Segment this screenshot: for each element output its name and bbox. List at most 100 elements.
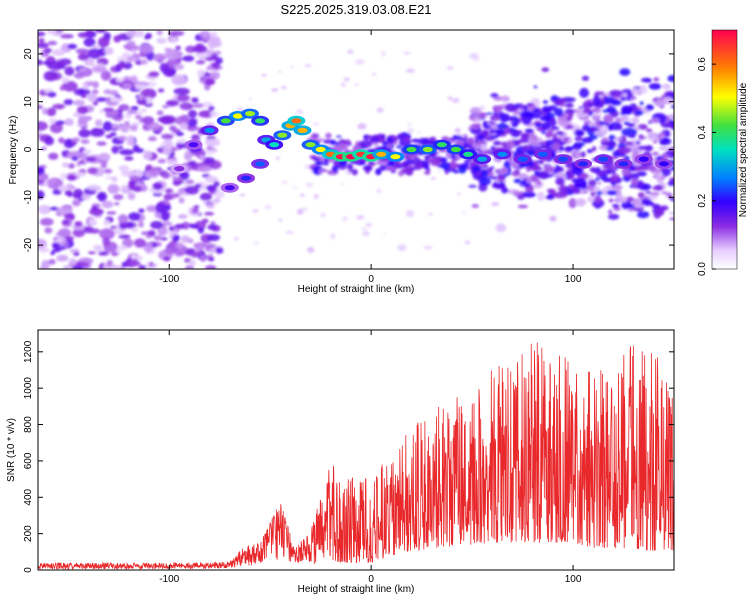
spectrogram-blob	[609, 89, 623, 97]
spectrogram-blob	[376, 107, 384, 113]
spectrogram-blob	[74, 221, 83, 227]
spectrogram-blob	[129, 124, 138, 132]
spectrogram-blob	[110, 225, 117, 229]
spectrogram-blob	[161, 210, 170, 222]
spectrogram-blob	[645, 191, 651, 194]
spectrogram-x-label: Height of straight line (km)	[298, 284, 415, 295]
spectrogram-blob	[540, 144, 549, 150]
spectrogram-blob	[667, 75, 674, 82]
spectrogram-blob	[665, 118, 670, 124]
spectrogram-blob	[616, 125, 623, 131]
spectrogram-blob	[135, 114, 142, 120]
spectrogram-blob	[111, 124, 121, 129]
spectrogram-blob	[543, 166, 555, 172]
spectrogram-blob	[669, 217, 674, 220]
spectrogram-blob	[83, 149, 92, 155]
spectrogram-blob	[579, 151, 586, 158]
spectrogram-blob	[451, 97, 460, 104]
spectrogram-blob	[39, 217, 54, 226]
spectrogram-blob	[450, 153, 456, 159]
spectrogram-blob	[524, 128, 534, 134]
spectrogram-blob	[113, 194, 124, 200]
spectrogram-blob	[518, 173, 529, 180]
spectrogram-blob	[158, 88, 165, 93]
spectrogram-blob	[575, 130, 585, 136]
spectrogram-blob	[174, 179, 185, 185]
spectrogram-blob	[38, 42, 49, 49]
spectrogram-blob	[83, 37, 96, 47]
spectrogram-blob	[87, 48, 102, 59]
spectrogram-blob	[380, 50, 386, 57]
spectrogram-blob	[553, 168, 560, 174]
spectrogram-blob	[613, 137, 623, 141]
spectrogram-blob	[204, 211, 215, 216]
spectrogram-blob	[104, 72, 112, 80]
spectrogram-blob	[301, 206, 308, 212]
spectrogram-blob	[101, 200, 114, 209]
spectrogram-blob	[78, 88, 85, 95]
spectrogram-blob	[365, 222, 373, 227]
spectrogram-blob	[553, 99, 564, 105]
spectrogram-blob	[621, 168, 631, 176]
spectrogram-blob	[598, 91, 605, 95]
spectrogram-blob	[163, 193, 173, 201]
spectrogram-blob	[150, 221, 164, 229]
spectrogram-blob	[397, 244, 407, 252]
spectrogram-blob	[169, 36, 178, 43]
spectrogram-blob	[500, 172, 505, 175]
spectrogram-blob	[542, 105, 552, 113]
spectrogram-blob	[509, 128, 515, 132]
spectrogram-blob	[451, 158, 456, 163]
spectrogram-blob	[514, 169, 520, 173]
spectrogram-blob	[615, 180, 622, 184]
spectrogram-blob	[140, 108, 148, 114]
spectrogram-blob	[171, 74, 187, 86]
spectrogram-blob	[95, 30, 107, 33]
spectrogram-blob	[670, 166, 674, 171]
spectrogram-blob	[166, 159, 179, 165]
spectrogram-blob	[535, 123, 542, 128]
spectrogram-blob	[554, 108, 564, 117]
spectrogram-blob	[529, 139, 541, 147]
spectrogram-blob	[632, 116, 640, 125]
spectrogram-blob	[99, 228, 115, 240]
spectrogram-blob	[197, 69, 205, 78]
spectrogram-blob	[330, 233, 336, 239]
spectrogram-blob	[114, 202, 120, 206]
spectrogram-blob	[47, 40, 58, 46]
spectrogram-blob	[107, 184, 120, 194]
colorbar-ticks: 0.0 0.2 0.4 0.6	[697, 57, 716, 276]
spectrogram-blob	[47, 91, 57, 98]
x-tick-label: -100	[159, 274, 179, 285]
spectrogram-blob	[644, 165, 657, 171]
spectrogram-blob	[616, 195, 627, 203]
spectrogram-blob	[430, 136, 437, 142]
spectrogram-blob	[322, 162, 330, 166]
spectrogram-blob	[568, 198, 577, 209]
spectrogram-blob	[142, 150, 152, 161]
spectrogram-blob	[277, 69, 283, 73]
spectrogram-blob	[49, 75, 59, 80]
spectrogram-blob	[658, 146, 669, 151]
spectrogram-blob	[457, 192, 461, 196]
spectrogram-blob	[591, 112, 602, 116]
spectrogram-blob	[174, 223, 185, 229]
x-tick-label: -100	[159, 574, 179, 585]
spectrogram-blob	[607, 213, 620, 220]
spectrogram-blob	[606, 168, 613, 175]
spectrogram-blob	[587, 103, 594, 106]
spectrogram-blob	[38, 121, 48, 131]
spectrogram-blob	[382, 233, 387, 236]
spectrogram-blob	[38, 38, 45, 43]
spectrogram-blob	[413, 139, 419, 142]
snr-line-layer	[38, 342, 674, 570]
ridge-core	[497, 151, 508, 157]
spectrogram-blob	[417, 131, 422, 134]
spectrogram-blob	[480, 143, 487, 152]
spectrogram-blob	[118, 60, 126, 69]
spectrogram-blob	[551, 142, 561, 150]
spectrogram-blob	[575, 198, 587, 207]
spectrogram-blob	[592, 114, 601, 121]
ridge-layer	[170, 108, 673, 193]
